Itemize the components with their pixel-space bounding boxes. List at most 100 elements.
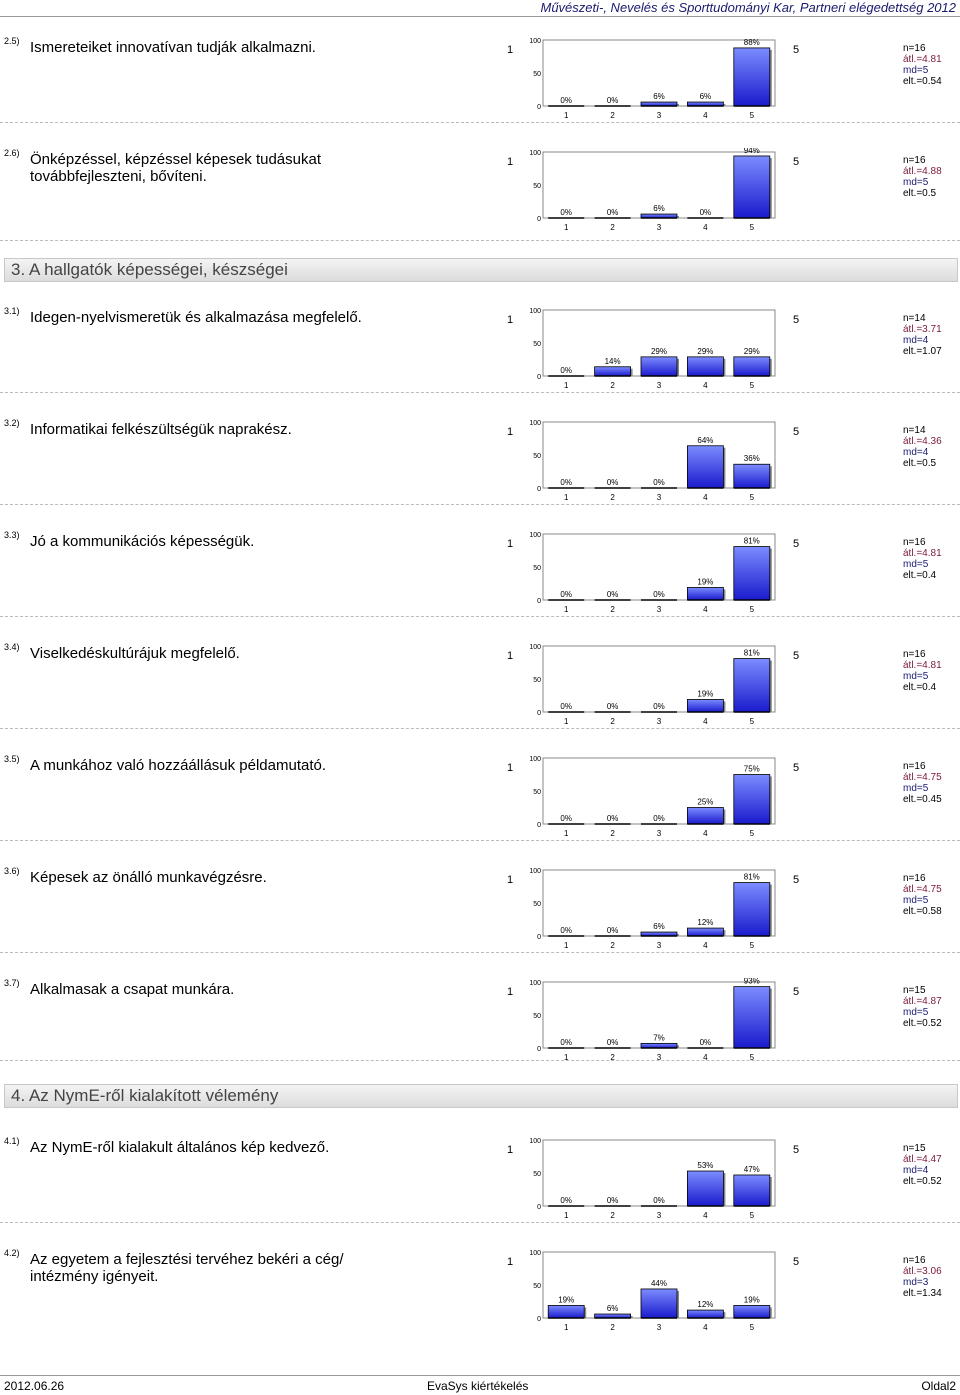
stats-block: n=16 átl.=4.81 md=5 elt.=0.4: [903, 649, 942, 693]
scale-high-label: 5: [793, 538, 800, 550]
bar-percent-label: 0%: [607, 814, 619, 823]
bar-percent-label: 29%: [651, 347, 667, 356]
stats-sd: elt.=0.4: [903, 570, 937, 581]
bar-percent-label: 0%: [607, 702, 619, 711]
bar-percent-label: 0%: [560, 814, 572, 823]
x-tick-label: 4: [703, 381, 708, 390]
x-tick-label: 5: [750, 941, 755, 950]
y-tick-label: 100: [529, 420, 541, 427]
y-tick-label: 100: [529, 1138, 541, 1145]
distribution-chart: 100 50 0 0% 1 14% 2 29% 3 29% 4 29% 5: [529, 308, 776, 390]
x-tick-label: 3: [657, 1053, 662, 1062]
distribution-chart: 100 50 0 0% 1 0% 2 6% 3 6% 4 88% 5: [529, 38, 776, 120]
item-divider: [0, 728, 960, 729]
stats-md: md=5: [903, 671, 929, 682]
stats-md: md=5: [903, 895, 929, 906]
bar: [733, 1305, 771, 1319]
bar: [733, 1174, 771, 1207]
stats-n: n=16: [903, 155, 926, 166]
y-tick-label: 0: [537, 374, 541, 381]
x-tick-label: 2: [610, 829, 615, 838]
y-tick-label: 50: [533, 901, 541, 908]
scale-low-label: 1: [507, 986, 514, 998]
scale-low-label: 1: [507, 156, 514, 168]
x-tick-label: 2: [610, 605, 615, 614]
bar: [640, 356, 678, 377]
question-number: 3.2): [4, 418, 20, 428]
stats-md: md=5: [903, 559, 929, 570]
stats-n: n=14: [903, 425, 926, 436]
x-tick-label: 3: [657, 605, 662, 614]
stats-block: n=16 átl.=3.06 md=3 elt.=1.34: [903, 1255, 942, 1299]
x-tick-label: 3: [657, 829, 662, 838]
x-tick-label: 1: [564, 493, 569, 502]
bar-percent-label: 0%: [560, 366, 572, 375]
stats-sd: elt.=1.34: [903, 1288, 942, 1299]
stats-block: n=16 átl.=4.75 md=5 elt.=0.58: [903, 873, 942, 917]
item-divider: [0, 240, 960, 241]
x-tick-label: 2: [610, 717, 615, 726]
question-number: 2.6): [4, 148, 20, 158]
x-tick-label: 1: [564, 717, 569, 726]
x-tick-label: 3: [657, 1323, 662, 1332]
stats-avg: átl.=4.75: [903, 884, 942, 895]
x-tick-label: 4: [703, 223, 708, 232]
bar-percent-label: 0%: [607, 96, 619, 105]
section-title: 3. A hallgatók képességei, készségei: [11, 260, 288, 279]
item-divider: [0, 122, 960, 123]
bar-percent-label: 0%: [560, 96, 572, 105]
header-rule: [0, 16, 960, 17]
x-tick-label: 1: [564, 941, 569, 950]
bar: [686, 445, 724, 489]
stats-n: n=16: [903, 1255, 926, 1266]
y-tick-label: 100: [529, 150, 541, 157]
x-tick-label: 3: [657, 111, 662, 120]
y-tick-label: 0: [537, 104, 541, 111]
x-tick-label: 4: [703, 717, 708, 726]
bar-percent-label: 0%: [607, 478, 619, 487]
bar: [733, 658, 771, 713]
x-tick-label: 5: [750, 1211, 755, 1220]
bar-percent-label: 6%: [607, 1304, 619, 1313]
y-tick-label: 0: [537, 710, 541, 717]
bar-percent-label: 12%: [697, 918, 713, 927]
x-tick-label: 3: [657, 493, 662, 502]
stats-n: n=16: [903, 761, 926, 772]
scale-high-label: 5: [793, 44, 800, 56]
question-text: Jó a kommunikációs képességük.: [30, 533, 255, 550]
bar-percent-label: 0%: [653, 478, 665, 487]
question-number: 3.5): [4, 754, 20, 764]
bar: [733, 546, 771, 601]
bar-percent-label: 6%: [700, 92, 712, 101]
y-tick-label: 100: [529, 980, 541, 987]
x-tick-label: 3: [657, 381, 662, 390]
x-tick-label: 3: [657, 1211, 662, 1220]
scale-low-label: 1: [507, 314, 514, 326]
bar-percent-label: 94%: [744, 148, 760, 155]
x-tick-label: 5: [750, 493, 755, 502]
question-number: 4.2): [4, 1248, 20, 1258]
bar: [686, 807, 724, 825]
y-tick-label: 50: [533, 1171, 541, 1178]
x-tick-label: 2: [610, 223, 615, 232]
stats-avg: átl.=4.81: [903, 54, 942, 65]
scale-high-label: 5: [793, 314, 800, 326]
scale-high-label: 5: [793, 426, 800, 438]
x-tick-label: 4: [703, 1211, 708, 1220]
y-tick-label: 100: [529, 868, 541, 875]
y-tick-label: 50: [533, 453, 541, 460]
y-tick-label: 100: [529, 308, 541, 315]
distribution-chart: 100 50 0 0% 1 0% 2 6% 3 0% 4 94% 5: [529, 148, 776, 232]
stats-n: n=15: [903, 1143, 926, 1154]
x-tick-label: 1: [564, 829, 569, 838]
x-tick-label: 5: [750, 717, 755, 726]
question-text: Viselkedéskultúrájuk megfelelő.: [30, 645, 240, 662]
bar-percent-label: 0%: [607, 208, 619, 217]
stats-n: n=16: [903, 537, 926, 548]
bar: [733, 155, 771, 219]
y-tick-label: 0: [537, 216, 541, 223]
y-tick-label: 100: [529, 756, 541, 763]
scale-low-label: 1: [507, 426, 514, 438]
bar-percent-label: 6%: [653, 92, 665, 101]
stats-md: md=3: [903, 1277, 929, 1288]
